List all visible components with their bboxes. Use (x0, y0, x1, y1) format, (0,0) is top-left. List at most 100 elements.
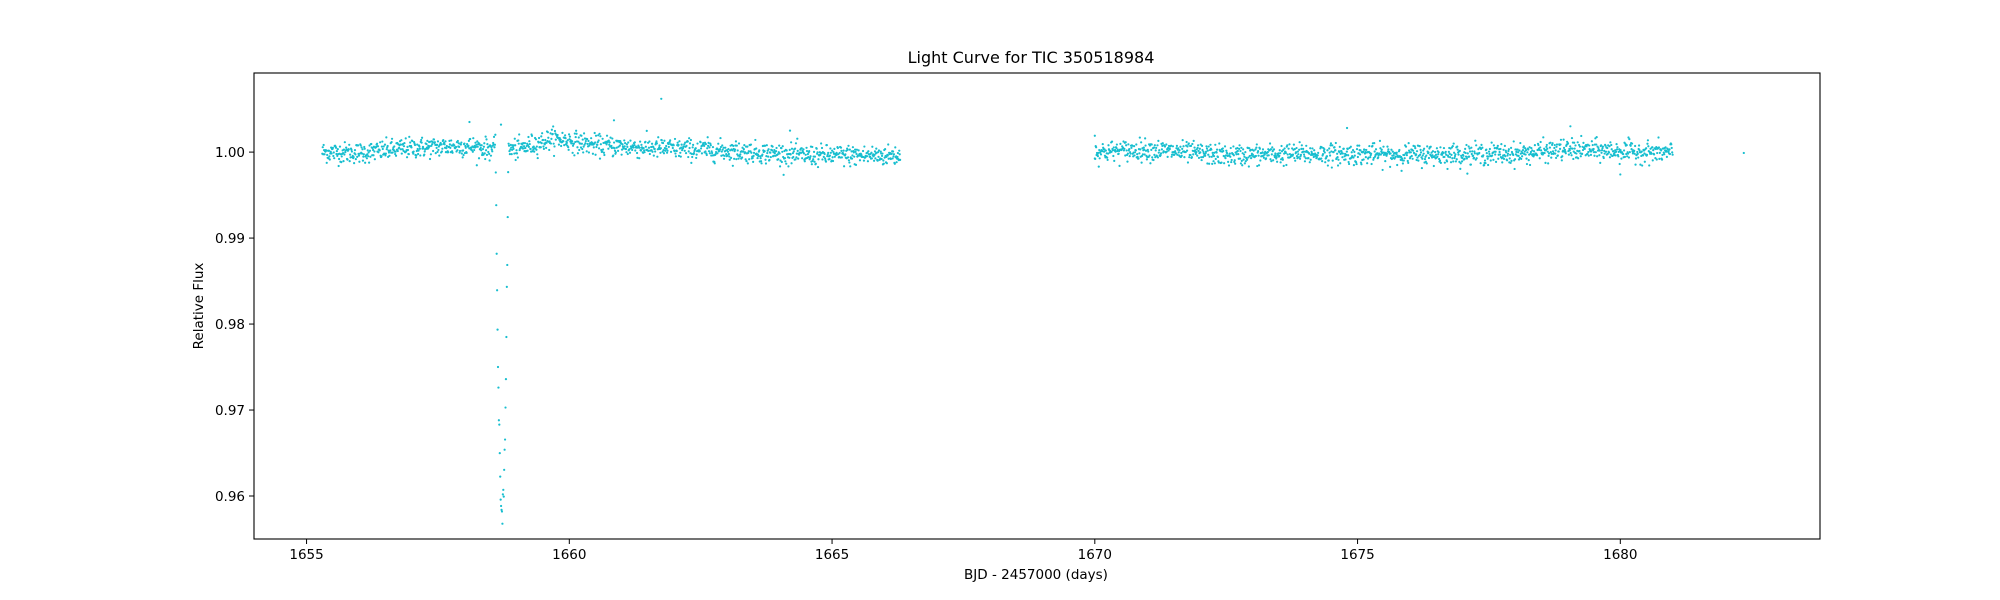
data-point (737, 142, 741, 145)
data-point (1114, 150, 1117, 153)
data-point (1309, 158, 1312, 161)
data-point (894, 146, 897, 149)
data-point (503, 438, 507, 441)
data-point (1242, 148, 1245, 151)
data-point (1461, 156, 1464, 160)
chart-title: Light Curve for TIC 350518984 (908, 48, 1155, 67)
data-point (1302, 153, 1306, 156)
data-point (1351, 148, 1355, 152)
data-point (735, 158, 738, 161)
data-point (1502, 157, 1506, 160)
data-point (795, 152, 798, 155)
data-point (788, 148, 791, 151)
data-point (1660, 158, 1664, 161)
data-point (468, 120, 471, 124)
data-point (1284, 151, 1288, 155)
data-point (726, 154, 729, 157)
data-point (342, 160, 345, 163)
data-point (665, 147, 668, 150)
data-point (1432, 164, 1435, 168)
data-point (1378, 139, 1382, 142)
data-point (1609, 153, 1612, 156)
data-point (1551, 142, 1554, 145)
data-point (1450, 153, 1453, 156)
data-point (642, 146, 645, 150)
data-point (1338, 151, 1341, 154)
data-point (828, 157, 831, 161)
data-point (564, 137, 567, 140)
data-point (628, 148, 631, 151)
data-point (1460, 154, 1463, 157)
data-point (368, 149, 372, 152)
data-point (789, 153, 792, 156)
data-point (1562, 146, 1566, 149)
data-point (898, 153, 901, 156)
data-point (620, 148, 624, 151)
data-point (1610, 143, 1613, 147)
data-point (523, 141, 527, 145)
data-point (1294, 151, 1298, 154)
data-point (744, 158, 747, 161)
data-point (1181, 147, 1184, 150)
data-point (535, 148, 538, 151)
data-point (1449, 156, 1452, 159)
data-point (747, 151, 750, 155)
data-point (1460, 160, 1464, 163)
data-point (321, 146, 324, 149)
data-point (389, 149, 392, 152)
data-point (1442, 146, 1446, 150)
data-point (1652, 153, 1656, 156)
data-point (1446, 167, 1449, 171)
data-point (1615, 143, 1618, 146)
data-point (400, 152, 403, 155)
data-point (1458, 149, 1461, 152)
data-point (1138, 152, 1141, 155)
data-point (896, 155, 899, 159)
data-point (458, 151, 461, 154)
data-point (607, 139, 610, 142)
data-point (654, 150, 657, 153)
data-point (426, 139, 429, 142)
data-point (337, 157, 341, 161)
data-point (463, 142, 466, 145)
data-point (757, 154, 760, 158)
data-point (854, 148, 857, 151)
data-point (462, 149, 465, 152)
data-point (536, 153, 539, 156)
data-point (501, 493, 504, 496)
data-point (738, 155, 742, 158)
data-point (1124, 154, 1127, 157)
data-point (704, 143, 708, 146)
data-point (626, 152, 629, 156)
data-point (1660, 149, 1663, 152)
data-point (1591, 143, 1594, 147)
data-point (1115, 143, 1118, 146)
data-point (699, 147, 703, 150)
data-point (847, 159, 851, 162)
data-point (1431, 154, 1434, 157)
data-point (728, 155, 731, 158)
data-point (486, 143, 489, 146)
data-point (1129, 152, 1132, 155)
data-point (381, 140, 384, 143)
data-point (378, 149, 381, 152)
data-point (1657, 146, 1661, 149)
data-point (1287, 147, 1290, 150)
data-point (879, 150, 882, 153)
data-point (432, 149, 435, 153)
data-point (1604, 150, 1608, 153)
data-point (891, 150, 895, 153)
data-point (1423, 157, 1427, 161)
data-point (567, 148, 570, 151)
data-point (1506, 152, 1510, 155)
data-point (1489, 159, 1492, 162)
data-point (418, 145, 421, 148)
data-point (1336, 156, 1339, 159)
data-point (1216, 155, 1220, 159)
data-point (432, 138, 436, 141)
data-point (727, 152, 730, 156)
data-point (812, 150, 816, 153)
data-point (542, 147, 546, 151)
data-point (442, 138, 445, 142)
data-point (1559, 143, 1562, 146)
